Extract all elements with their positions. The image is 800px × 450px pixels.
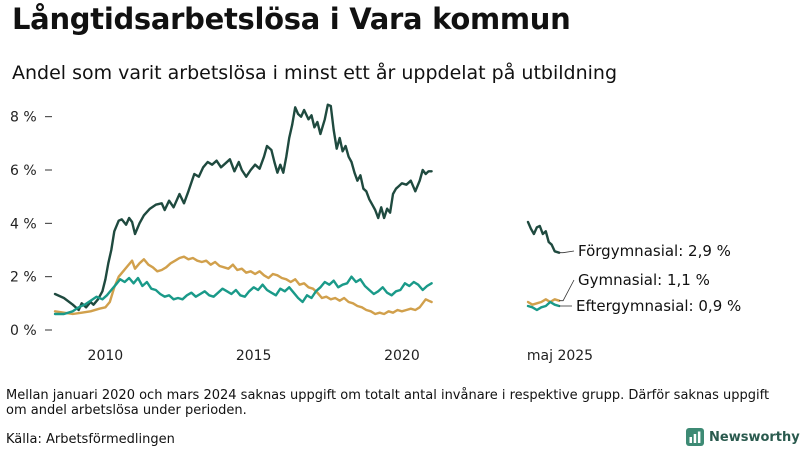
y-axis: 0 % 2 % 4 % 6 % 8 %: [10, 110, 52, 339]
newsworthy-icon: [686, 428, 704, 446]
series-line-eftergymnasial: [53, 275, 433, 316]
chart-lines: [53, 103, 561, 316]
page-subtitle: Andel som varit arbetslösa i minst ett å…: [12, 62, 618, 84]
x-tick-label: 2010: [88, 348, 124, 364]
y-tick-label: 0 %: [10, 323, 37, 339]
end-label-gymnasial: Gymnasial: 1,1 %: [578, 271, 710, 289]
page-title: Långtidsarbetslösa i Vara kommun: [12, 2, 571, 36]
y-tick-label: 4 %: [10, 216, 37, 232]
footnote: Mellan januari 2020 och mars 2024 saknas…: [6, 388, 770, 418]
brand-logo: Newsworthy: [686, 428, 800, 446]
line-chart: 0 % 2 % 4 % 6 % 8 % 2010 2015 2020 maj 2025 För…: [10, 103, 741, 364]
x-tick-label: maj 2025: [527, 348, 593, 364]
end-label-förgymnasial: Förgymnasial: 2,9 %: [578, 242, 731, 260]
x-axis: 2010 2015 2020 maj 2025: [88, 348, 594, 364]
series-line-eftergymnasial: [526, 300, 561, 312]
series-line-gymnasial: [526, 298, 561, 306]
x-tick-label: 2015: [236, 348, 272, 364]
series-line-förgymnasial: [526, 220, 561, 254]
x-tick-label: 2020: [384, 348, 420, 364]
brand-name: Newsworthy: [709, 429, 800, 445]
end-label-connector: [559, 250, 575, 254]
series-line-förgymnasial: [53, 103, 433, 312]
y-tick-label: 6 %: [10, 163, 37, 179]
end-label-connector: [559, 279, 575, 302]
y-tick-label: 2 %: [10, 270, 37, 286]
end-label-eftergymnasial: Eftergymnasial: 0,9 %: [576, 297, 741, 315]
source-text: Källa: Arbetsförmedlingen: [6, 432, 175, 447]
end-labels: Förgymnasial: 2,9 % Gymnasial: 1,1 % Efter…: [559, 242, 741, 315]
series-line-gymnasial: [53, 255, 433, 316]
y-tick-label: 8 %: [10, 110, 37, 126]
